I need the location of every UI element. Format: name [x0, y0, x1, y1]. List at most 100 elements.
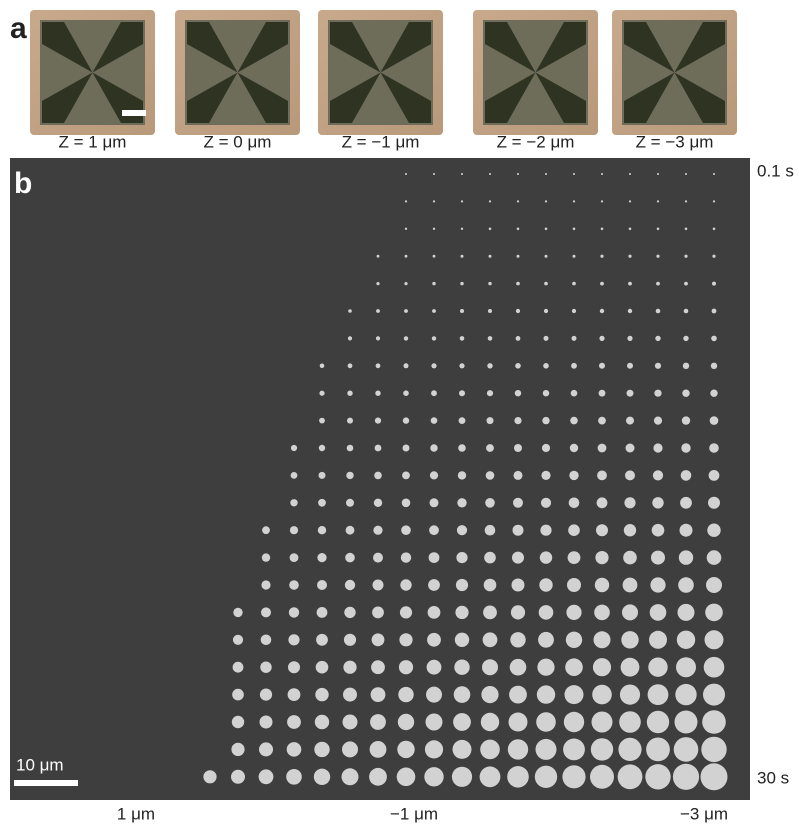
dot: [347, 418, 353, 424]
dot: [429, 525, 439, 535]
dot: [624, 524, 636, 536]
dot: [429, 552, 440, 563]
dot: [480, 740, 500, 760]
dot: [231, 770, 245, 784]
dot: [545, 200, 547, 202]
dot: [652, 524, 665, 537]
dot: [454, 686, 471, 703]
dot: [483, 632, 498, 647]
dot: [711, 363, 717, 369]
dot: [569, 471, 578, 480]
dot: [628, 282, 632, 286]
dot: [259, 742, 273, 756]
dot: [516, 336, 521, 341]
dot: [431, 363, 436, 368]
dot: [320, 364, 325, 369]
dot: [433, 228, 435, 230]
dot: [315, 688, 328, 701]
image-tile: [30, 10, 155, 135]
dot: [376, 336, 380, 340]
dot: [601, 173, 603, 175]
dot: [595, 578, 609, 592]
dot: [683, 363, 689, 369]
dot: [460, 309, 464, 313]
dot: [405, 173, 407, 175]
dot: [622, 604, 638, 620]
dot: [654, 390, 661, 397]
dot: [545, 228, 548, 231]
dot: [710, 416, 719, 425]
dot: [454, 660, 469, 675]
dot: [375, 418, 381, 424]
dot: [570, 417, 578, 425]
dot: [565, 658, 583, 676]
dot: [260, 716, 273, 729]
dot: [261, 635, 272, 646]
dot: [650, 577, 665, 592]
dot: [507, 766, 529, 788]
dot: [432, 336, 436, 340]
dot: [517, 200, 519, 202]
dot: [430, 498, 439, 507]
dot: [540, 525, 551, 536]
dot: [674, 737, 699, 762]
dot: [346, 499, 354, 507]
dot: [656, 255, 659, 258]
dot: [652, 497, 663, 508]
dot: [599, 390, 606, 397]
dot: [545, 173, 547, 175]
dot: [430, 471, 438, 479]
dot: [595, 551, 608, 564]
dot: [573, 173, 575, 175]
dot: [317, 607, 328, 618]
dot: [648, 684, 669, 705]
dot: [231, 743, 244, 756]
dot: [654, 417, 662, 425]
dot: [517, 228, 520, 231]
dot: [290, 499, 297, 506]
dot: [562, 765, 585, 788]
dot: [683, 336, 688, 341]
dot: [682, 390, 689, 397]
panel-label: a: [10, 12, 27, 45]
dot: [290, 526, 298, 534]
dot: [287, 742, 302, 757]
dot: [426, 714, 443, 731]
dot: [600, 309, 604, 313]
dot: [260, 662, 271, 673]
dot: [427, 660, 442, 675]
dot: [680, 497, 692, 509]
dot: [233, 608, 242, 617]
dot: [233, 662, 244, 673]
dot: [485, 525, 496, 536]
dot: [342, 768, 359, 785]
dot: [487, 390, 493, 396]
dot: [572, 282, 576, 286]
dot: [432, 309, 436, 313]
dot: [591, 738, 613, 760]
image-tile: [318, 10, 443, 135]
dot: [489, 255, 492, 258]
dot: [564, 712, 584, 732]
dot: [487, 363, 492, 368]
dot: [629, 228, 632, 231]
dot: [601, 200, 603, 202]
dot: [684, 282, 688, 286]
dot: [625, 470, 635, 480]
dot: [592, 712, 613, 733]
dot: [488, 336, 493, 341]
dot: [710, 390, 717, 397]
dot: [567, 578, 581, 592]
dot: [458, 444, 466, 452]
dot: [488, 282, 491, 285]
panel-label: b: [14, 167, 32, 200]
dot: [515, 363, 521, 369]
dot: [540, 551, 552, 563]
dot: [651, 551, 665, 565]
dot: [702, 710, 726, 734]
caption: Z = −3 μm: [636, 132, 714, 151]
dot: [709, 470, 720, 481]
dot: [542, 417, 549, 424]
dot: [397, 741, 414, 758]
dot: [650, 604, 667, 621]
